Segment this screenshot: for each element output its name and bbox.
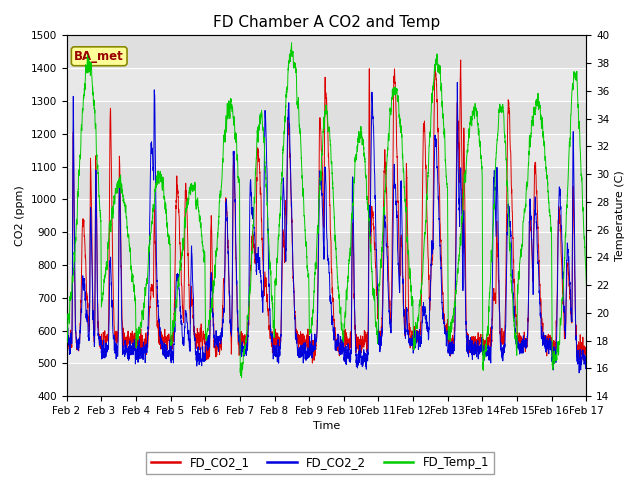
FD_CO2_2 bbox=[63, 341, 70, 347]
FD_CO2_1 bbox=[308, 360, 316, 366]
FD_CO2_1 bbox=[156, 337, 164, 343]
Y-axis label: CO2 (ppm): CO2 (ppm) bbox=[15, 185, 25, 246]
Line: FD_CO2_1: FD_CO2_1 bbox=[67, 60, 586, 363]
FD_CO2_2 bbox=[454, 80, 461, 85]
FD_CO2_2 bbox=[443, 331, 451, 336]
Legend: FD_CO2_1, FD_CO2_2, FD_Temp_1: FD_CO2_1, FD_CO2_2, FD_Temp_1 bbox=[146, 452, 494, 474]
Bar bbox=[67, 167, 586, 199]
Bar bbox=[67, 101, 586, 134]
FD_CO2_1 bbox=[472, 341, 480, 347]
FD_CO2_2 bbox=[307, 346, 315, 351]
Bar bbox=[67, 298, 586, 331]
FD_Temp_1 bbox=[414, 316, 422, 322]
FD_CO2_1 bbox=[63, 341, 70, 347]
FD_CO2_2 bbox=[414, 332, 422, 338]
FD_Temp_1 bbox=[63, 331, 70, 336]
Bar bbox=[67, 232, 586, 265]
FD_Temp_1 bbox=[472, 113, 480, 119]
FD_Temp_1 bbox=[307, 330, 315, 336]
FD_Temp_1 bbox=[443, 180, 451, 186]
FD_CO2_1 bbox=[414, 339, 422, 345]
Line: FD_Temp_1: FD_Temp_1 bbox=[67, 43, 586, 377]
FD_CO2_2 bbox=[575, 370, 583, 376]
FD_CO2_1 bbox=[307, 343, 315, 349]
FD_Temp_1 bbox=[582, 285, 590, 290]
FD_Temp_1 bbox=[582, 272, 590, 277]
X-axis label: Time: Time bbox=[313, 421, 340, 432]
Y-axis label: Temperature (C): Temperature (C) bbox=[615, 170, 625, 261]
FD_CO2_2 bbox=[472, 347, 480, 353]
Line: FD_CO2_2: FD_CO2_2 bbox=[67, 83, 586, 373]
FD_CO2_2 bbox=[156, 324, 164, 330]
FD_CO2_2 bbox=[582, 360, 590, 366]
FD_CO2_2 bbox=[582, 357, 590, 362]
Bar bbox=[67, 363, 586, 396]
FD_CO2_1 bbox=[582, 347, 590, 352]
Title: FD Chamber A CO2 and Temp: FD Chamber A CO2 and Temp bbox=[213, 15, 440, 30]
Bar bbox=[67, 36, 586, 68]
FD_Temp_1 bbox=[288, 40, 296, 46]
Text: BA_met: BA_met bbox=[74, 50, 124, 63]
FD_Temp_1 bbox=[156, 171, 164, 177]
FD_CO2_1 bbox=[582, 345, 590, 351]
FD_Temp_1 bbox=[237, 374, 245, 380]
FD_CO2_1 bbox=[457, 57, 465, 63]
FD_CO2_1 bbox=[443, 321, 451, 326]
